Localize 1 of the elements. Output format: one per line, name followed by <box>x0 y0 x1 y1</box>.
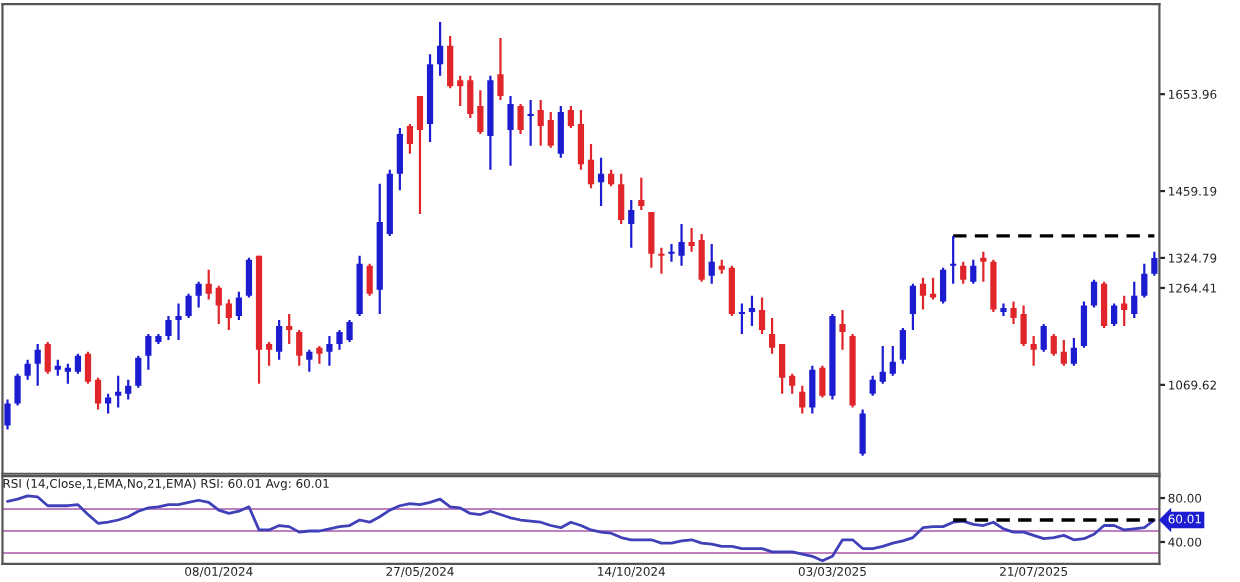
line-series <box>6 494 1156 563</box>
